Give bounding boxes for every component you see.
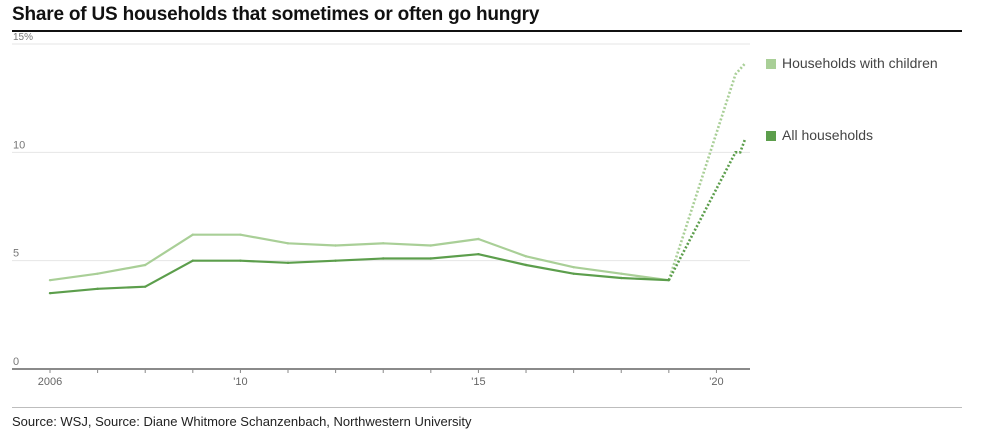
series-0-point-1 <box>96 272 99 275</box>
legend-item-1: All households <box>766 127 956 144</box>
x-tick-label-1: '10 <box>233 376 247 388</box>
series-0-point-3 <box>191 233 195 236</box>
series-0-point-6 <box>334 244 337 247</box>
x-tick-label-0: 2006 <box>38 376 62 388</box>
series-1-point-13 <box>667 278 671 282</box>
source-note: Source: WSJ, Source: Diane Whitmore Scha… <box>12 414 472 429</box>
series-0-point-10 <box>524 255 528 258</box>
legend-swatch-1 <box>766 131 776 141</box>
series-1-point-0 <box>48 291 52 295</box>
series-1-point-4 <box>239 259 242 262</box>
legend-label-1: All households <box>782 127 874 143</box>
series-1-point-6 <box>334 259 337 262</box>
series-lines <box>48 62 747 295</box>
y-tick-label-2: 10 <box>13 139 25 151</box>
series-line-0 <box>49 233 669 282</box>
series-1-point-10 <box>524 263 528 267</box>
x-axis: 2006 '10 '15 '20 <box>12 368 750 388</box>
series-0-point-8 <box>429 244 433 247</box>
series-projection-1 <box>667 138 747 281</box>
series-1-point-1 <box>96 287 99 291</box>
x-tick-label-2: '15 <box>471 376 485 388</box>
y-axis-ticks: 0 5 10 15% <box>13 32 33 368</box>
x-tick-label-3: '20 <box>709 376 723 388</box>
series-0-point-2 <box>144 263 147 267</box>
legend-item-0: Households with children <box>766 55 956 72</box>
series-1-point-11 <box>572 272 575 275</box>
series-1-point-5 <box>286 261 290 265</box>
title-rule <box>12 30 962 32</box>
series-1-point-3 <box>191 259 195 262</box>
grid-lines <box>12 43 750 370</box>
y-tick-label-1: 5 <box>13 248 19 260</box>
legend-swatch-0 <box>766 59 776 69</box>
series-0-point-7 <box>382 242 385 245</box>
series-0-point-9 <box>477 237 480 241</box>
series-1-point-8 <box>429 257 433 260</box>
series-0-point-5 <box>286 242 290 245</box>
chart-title: Share of US households that sometimes or… <box>12 4 540 25</box>
series-0-point-0 <box>48 278 52 282</box>
legend-label-0: Households with children <box>782 55 938 71</box>
series-1-point-2 <box>144 285 147 288</box>
series-line-1 <box>49 253 669 295</box>
series-0-point-11 <box>572 265 575 269</box>
series-projection-0 <box>667 62 746 281</box>
y-tick-label-0: 0 <box>13 356 19 368</box>
source-rule <box>12 407 962 408</box>
series-1-point-7 <box>382 257 385 260</box>
series-0-point-4 <box>239 233 242 236</box>
series-0-point-12 <box>620 272 623 275</box>
series-1-point-9 <box>477 252 480 256</box>
series-1-point-12 <box>620 276 623 280</box>
y-tick-label-3: 15% <box>13 32 33 43</box>
